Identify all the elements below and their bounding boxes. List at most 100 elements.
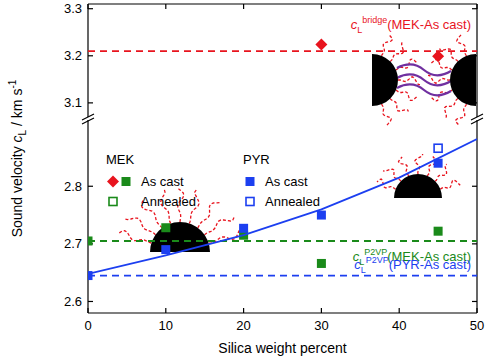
x-tick — [165, 308, 166, 313]
y-label-symbol: c — [9, 135, 25, 142]
x-tick — [476, 308, 477, 313]
legend-title: PYR — [243, 152, 270, 167]
x-tick-label: 0 — [84, 318, 91, 333]
y-tick-right — [472, 102, 477, 103]
reference-line — [88, 50, 477, 52]
y-tick-right — [472, 301, 477, 302]
bridge-chain — [397, 84, 451, 95]
y-axis-line-right — [476, 120, 477, 313]
chain — [396, 90, 417, 100]
y-tick-label: 2.8 — [64, 179, 82, 194]
square-marker — [161, 223, 170, 232]
chain — [415, 154, 423, 174]
x-axis-line — [88, 312, 477, 313]
chain — [382, 104, 392, 126]
legend-marker — [246, 198, 254, 206]
y-tick-label: 3.1 — [64, 95, 82, 110]
square-marker — [239, 224, 248, 233]
y-axis-label: Sound velocity cL / km s-1 — [7, 79, 28, 237]
reference-line — [88, 240, 477, 242]
legend-marker — [107, 176, 119, 188]
bridge-chain — [397, 64, 451, 75]
y-tick — [88, 8, 93, 9]
y-label-sup: -1 — [7, 79, 18, 88]
subscript: L — [357, 25, 362, 35]
y-tick-right — [472, 186, 477, 187]
annotation-text: (MEK-As cast) — [387, 17, 471, 32]
chain — [445, 99, 458, 118]
particle — [150, 222, 210, 252]
legend-label: Annealed — [141, 194, 196, 209]
x-tick-top — [321, 4, 322, 9]
fit-line — [88, 139, 477, 274]
square-marker — [434, 227, 443, 236]
x-tick-label: 20 — [236, 318, 250, 333]
x-tick-label: 40 — [392, 318, 406, 333]
annotation-text: (PYR-As cast) — [389, 257, 471, 272]
chain — [431, 60, 452, 70]
legend-marker — [122, 177, 131, 186]
square-marker — [317, 211, 326, 220]
axis-break — [82, 114, 483, 124]
legend-marker — [109, 198, 117, 206]
superscript: bridge — [362, 15, 387, 25]
superscript: P2VP — [366, 255, 389, 265]
x-axis-label: Silica weight percent — [218, 340, 347, 356]
subscript: L — [361, 265, 366, 275]
y-tick-label: 2.7 — [64, 236, 82, 251]
y-tick-right — [472, 8, 477, 9]
x-tick-top — [476, 4, 477, 9]
legend: MEKAs castAnnealedPYRAs castAnnealed — [106, 152, 320, 209]
square-marker — [317, 259, 326, 268]
y-tick — [88, 186, 93, 187]
chain — [125, 218, 156, 235]
chart: 3.13.23.3cLbridge(MEK-As cast)2.62.72.80… — [0, 0, 500, 359]
y-tick-label: 3.3 — [64, 1, 82, 16]
x-tick-label: 10 — [159, 318, 173, 333]
y-tick-right — [472, 243, 477, 244]
x-tick — [321, 308, 322, 313]
legend-marker — [246, 177, 255, 186]
axes — [88, 4, 477, 117]
bridge-chain — [397, 74, 451, 85]
legend-title: MEK — [106, 152, 135, 167]
chain — [205, 218, 235, 235]
chain — [383, 169, 401, 181]
open-square-marker — [434, 144, 442, 152]
x-tick-top — [399, 4, 400, 9]
y-label-text: Sound velocity — [9, 142, 25, 237]
y-axis-line-right — [476, 4, 477, 117]
y-tick-label: 3.2 — [64, 48, 82, 63]
x-tick — [87, 308, 88, 313]
chain — [390, 99, 408, 112]
plot-area — [88, 38, 477, 62]
particle — [372, 54, 398, 106]
chain — [457, 34, 467, 56]
chain — [456, 104, 467, 125]
y-axis-line — [87, 4, 88, 117]
x-tick-top — [243, 4, 244, 9]
y-tick — [88, 301, 93, 302]
y-axis-line — [87, 120, 88, 313]
chain — [440, 180, 460, 189]
annotation: cLbridge(MEK-As cast) — [351, 15, 471, 35]
annotation: cLP2VP(PYR-As cast) — [354, 255, 471, 275]
y-tick-right — [472, 55, 477, 56]
top-axis-line — [88, 3, 477, 4]
x-tick — [399, 308, 400, 313]
diamond-marker — [315, 38, 327, 50]
x-tick-top — [165, 4, 166, 9]
y-tick — [88, 55, 93, 56]
x-tick — [243, 308, 244, 313]
cartoons — [119, 34, 476, 252]
particle — [450, 54, 476, 106]
square-marker — [161, 245, 170, 254]
y-label-unit: / km s — [9, 89, 25, 130]
legend-label: As cast — [141, 174, 184, 189]
legend-label: As cast — [265, 174, 308, 189]
x-tick-label: 30 — [314, 318, 328, 333]
axes — [88, 120, 477, 313]
reference-line — [88, 275, 477, 277]
x-tick-top — [87, 4, 88, 9]
plot-area — [88, 139, 477, 280]
